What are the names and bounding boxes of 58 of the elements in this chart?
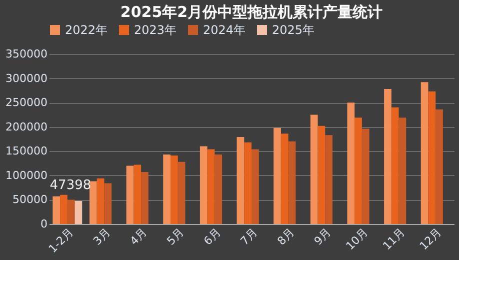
- bar: [214, 154, 222, 224]
- bar: [244, 142, 252, 224]
- bar: [178, 162, 186, 224]
- bar: [163, 154, 170, 224]
- legend-label: 2023年: [134, 23, 177, 37]
- bar: [104, 183, 112, 224]
- bar: [384, 88, 392, 224]
- bar: [52, 196, 60, 224]
- bar: [90, 181, 97, 224]
- bar: [274, 128, 281, 224]
- y-tick-label: 150000: [6, 144, 48, 158]
- x-tick-label: 7月: [238, 226, 260, 248]
- bar: [134, 164, 142, 224]
- bar: [170, 156, 178, 224]
- bar: [325, 135, 332, 224]
- bar: [126, 166, 134, 224]
- bar: [398, 118, 406, 224]
- bar: [96, 178, 104, 224]
- bar: [347, 102, 355, 224]
- chart-title: 2025年2月份中型拖拉机累计产量统计: [120, 3, 383, 21]
- x-tick-label: 3月: [90, 226, 113, 248]
- bar: [318, 126, 326, 224]
- x-tick-label: 5月: [164, 226, 186, 248]
- bar: [436, 109, 443, 224]
- bar: [280, 134, 288, 224]
- x-tick-label: 6月: [201, 226, 224, 248]
- bar: [74, 200, 82, 224]
- bar: [207, 149, 215, 224]
- bar: [354, 118, 362, 224]
- bar: [391, 107, 399, 224]
- y-tick-label: 250000: [6, 96, 48, 110]
- y-tick-label: 200000: [6, 120, 48, 134]
- x-tick-label: 1-2月: [46, 226, 76, 256]
- bar: [200, 146, 208, 224]
- bar: [362, 128, 370, 224]
- y-tick-label: 100000: [6, 168, 48, 182]
- x-tick-label: 12月: [417, 226, 444, 253]
- bar: [67, 200, 75, 224]
- y-tick-label: 0: [40, 218, 48, 230]
- bar: [310, 114, 318, 224]
- bar: [141, 172, 148, 224]
- x-tick-label: 9月: [312, 226, 334, 248]
- bar: [252, 149, 259, 224]
- x-tick-label: 10月: [344, 226, 370, 253]
- bar: [60, 194, 68, 224]
- bar: [420, 82, 428, 224]
- legend-label: 2025年: [272, 23, 315, 37]
- bar: [428, 91, 436, 224]
- x-tick-label: 4月: [128, 226, 150, 248]
- legend-label: 2022年: [65, 23, 108, 37]
- y-tick-label: 350000: [6, 48, 48, 60]
- y-tick-label: 50000: [12, 193, 48, 206]
- y-tick-label: 300000: [6, 72, 48, 85]
- bar: [236, 137, 244, 224]
- legend-label: 2024年: [203, 23, 246, 37]
- x-tick-label: 8月: [274, 226, 297, 248]
- bar: [288, 141, 296, 224]
- x-tick-label: 11月: [380, 226, 408, 253]
